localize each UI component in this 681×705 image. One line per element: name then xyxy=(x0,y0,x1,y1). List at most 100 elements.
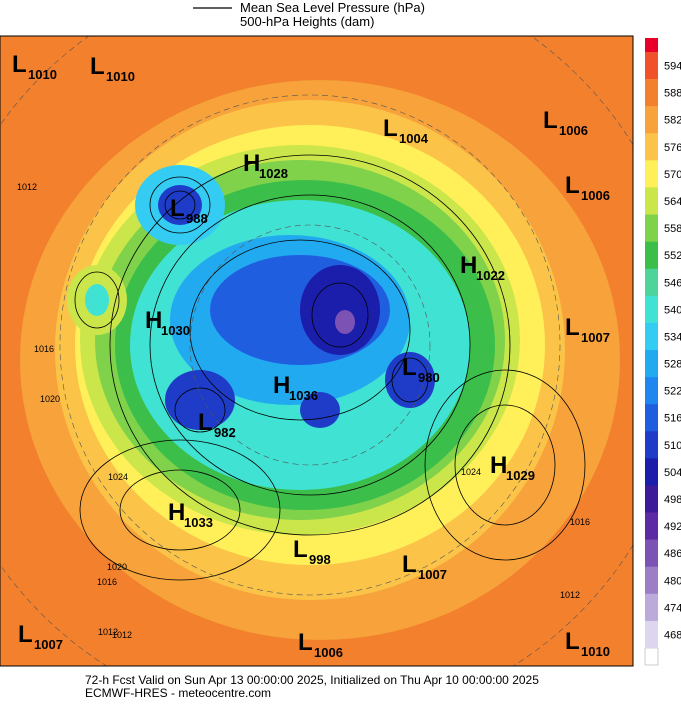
colorbar-cell xyxy=(645,458,658,486)
center-type: L xyxy=(565,628,580,655)
isobar-label: 1016 xyxy=(570,517,590,527)
isobar-label: 1012 xyxy=(560,590,580,600)
center-type: L xyxy=(383,115,398,142)
colorbar-label: 540 xyxy=(664,304,681,316)
center-pressure: 998 xyxy=(309,552,331,567)
center-pressure: 1010 xyxy=(581,644,610,659)
isobar-label: 1024 xyxy=(461,467,481,477)
colorbar-cell xyxy=(645,160,658,188)
isobar-label: 1012 xyxy=(98,627,118,637)
colorbar-label: 564 xyxy=(664,196,681,208)
colorbar-bottom xyxy=(644,647,659,666)
colorbar-label: 528 xyxy=(664,359,681,371)
center-type: L xyxy=(298,629,313,656)
center-pressure: 1028 xyxy=(259,166,288,181)
colorbar-label: 570 xyxy=(664,169,681,181)
colorbar-cell xyxy=(645,295,658,324)
isobar-label: 1016 xyxy=(97,577,117,587)
colorbar-label: 594 xyxy=(664,61,681,73)
center-pressure: 1006 xyxy=(314,645,343,660)
center-pressure: 1007 xyxy=(418,567,447,582)
colorbar-label: 522 xyxy=(664,386,681,398)
colorbar-label: 552 xyxy=(664,250,681,262)
colorbar-top xyxy=(645,38,658,52)
center-type: L xyxy=(18,621,33,648)
center-type: L xyxy=(90,53,105,80)
center-pressure: 1036 xyxy=(289,388,318,403)
center-type: L xyxy=(565,172,580,199)
colorbar-cell xyxy=(645,106,658,134)
center-type: H xyxy=(273,372,290,399)
colorbar-label: 492 xyxy=(664,521,681,533)
center-pressure: 1006 xyxy=(559,123,588,138)
center-pressure: 988 xyxy=(186,211,208,226)
colorbar-cell xyxy=(645,377,658,405)
colorbar-cell xyxy=(645,214,658,242)
isobar-label: 1012 xyxy=(17,182,37,192)
colorbar-label: 534 xyxy=(664,331,681,343)
center-pressure: 1029 xyxy=(506,468,535,483)
colorbar-cell xyxy=(645,539,658,568)
colorbar-label: 588 xyxy=(664,88,681,100)
colorbar-label: 504 xyxy=(664,467,681,479)
colorbar-label: 468 xyxy=(664,629,681,641)
center-pressure: 1010 xyxy=(106,69,135,84)
colorbar-label: 480 xyxy=(664,575,681,587)
colorbar-cell xyxy=(645,620,658,649)
isobar-label: 1012 xyxy=(112,630,132,640)
center-type: H xyxy=(490,452,507,479)
colorbar-cell xyxy=(645,241,658,270)
center-type: H xyxy=(243,150,260,177)
colorbar-cell xyxy=(645,350,658,378)
center-pressure: 1004 xyxy=(399,131,429,146)
colorbar-cell xyxy=(645,485,658,513)
center-pressure: 1010 xyxy=(28,67,57,82)
colorbar-label: 558 xyxy=(664,223,681,235)
center-type: H xyxy=(168,499,185,526)
footer-text: 72-h Fcst Valid on Sun Apr 13 00:00:00 2… xyxy=(85,673,539,687)
center-pressure: 980 xyxy=(418,370,440,385)
center-type: L xyxy=(543,107,558,134)
colorbar-cell xyxy=(645,431,658,459)
colorbar-cell xyxy=(645,52,658,80)
center-pressure: 1007 xyxy=(581,330,610,345)
colorbar-cell xyxy=(645,566,658,595)
isobar-label: 1016 xyxy=(34,344,54,354)
center-type: L xyxy=(12,51,27,78)
colorbar-cell xyxy=(645,187,658,215)
colorbar-label: 498 xyxy=(664,494,681,506)
colorbar-label: 474 xyxy=(664,602,681,614)
colorbar-cell xyxy=(645,322,658,351)
colorbar-label: 546 xyxy=(664,277,681,289)
isobar-label: 1024 xyxy=(108,472,128,482)
center-pressure: 982 xyxy=(214,425,236,440)
footer-text: ECMWF-HRES - meteocentre.com xyxy=(85,686,271,700)
colorbar: 594 588 582 576 570 564 558 552 546 540 534 528 522 5… xyxy=(644,38,681,666)
center-type: L xyxy=(170,195,185,222)
center-pressure: 1007 xyxy=(34,637,63,652)
center-pressure: 1030 xyxy=(161,323,190,338)
isobar-label: 1020 xyxy=(107,562,127,572)
legend-text: Mean Sea Level Pressure (hPa) xyxy=(240,0,425,15)
center-type: L xyxy=(565,314,580,341)
center-type: H xyxy=(145,307,162,334)
colorbar-label: 576 xyxy=(664,142,681,154)
colorbar-cell xyxy=(645,404,658,432)
colorbar-cell xyxy=(645,512,658,540)
center-type: L xyxy=(402,551,417,578)
legend-text: 500-hPa Heights (dam) xyxy=(240,14,374,29)
colorbar-label: 486 xyxy=(664,548,681,560)
colorbar-cell xyxy=(645,268,658,297)
colorbar-label: 510 xyxy=(664,440,681,452)
colorbar-cell xyxy=(645,133,658,161)
colorbar-label: 516 xyxy=(664,413,681,425)
center-type: L xyxy=(293,536,308,563)
colorbar-label: 582 xyxy=(664,115,681,127)
colorbar-cell xyxy=(645,593,658,622)
colorbar-cell xyxy=(645,79,658,107)
center-type: H xyxy=(460,252,477,279)
center-type: L xyxy=(402,354,417,381)
center-type: L xyxy=(198,409,213,436)
